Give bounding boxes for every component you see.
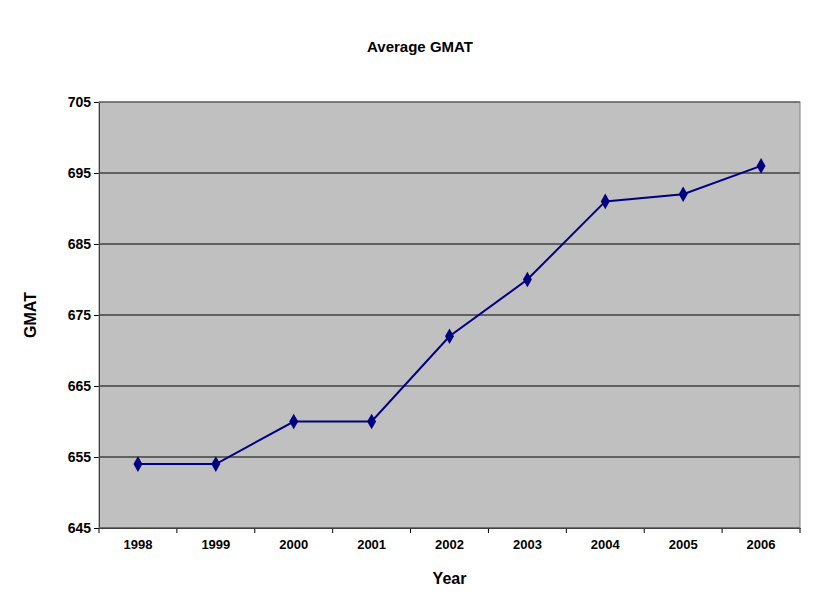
- y-tick: 655: [68, 449, 99, 465]
- plot-frame: [99, 102, 800, 528]
- x-boundary-ticks: [99, 528, 800, 533]
- x-tick-label: 2006: [747, 537, 776, 552]
- x-tick-label: 1998: [123, 537, 152, 552]
- y-tick-label: 665: [68, 378, 92, 394]
- x-tick: 2003: [513, 528, 542, 552]
- x-tick: 1998: [123, 528, 152, 552]
- marker: [367, 414, 376, 430]
- grid-line: [99, 457, 800, 458]
- y-tick-label: 705: [68, 94, 92, 110]
- marker: [679, 187, 688, 203]
- y-tick-label: 655: [68, 449, 92, 465]
- x-boundary-tick: [99, 528, 100, 533]
- marker: [211, 456, 220, 472]
- x-tick: 2006: [747, 528, 776, 552]
- y-tick-label: 695: [68, 165, 92, 181]
- x-tick-label: 2002: [435, 537, 464, 552]
- x-tick: 1999: [201, 528, 230, 552]
- grid-line: [99, 244, 800, 245]
- y-tick-label: 675: [68, 307, 92, 323]
- grid-line: [99, 173, 800, 174]
- marks: [133, 158, 765, 472]
- x-boundary-tick: [800, 528, 801, 533]
- y-tick-mark: [94, 457, 99, 458]
- y-tick: 645: [68, 520, 99, 536]
- grid: [99, 102, 800, 528]
- x-boundary-tick: [332, 528, 333, 533]
- y-tick: 665: [68, 378, 99, 394]
- y-tick: 705: [68, 94, 99, 110]
- y-tick-mark: [94, 244, 99, 245]
- series-line: [138, 166, 761, 464]
- y-tick: 675: [68, 307, 99, 323]
- x-axis: 1998 1999 2000 2001 2002 2003 2004 2005 2006: [99, 528, 801, 552]
- x-boundary-tick: [566, 528, 567, 533]
- x-boundary-tick: [176, 528, 177, 533]
- grid-line: [99, 386, 800, 387]
- x-tick: 2001: [357, 528, 386, 552]
- x-tick-label: 1999: [201, 537, 230, 552]
- x-axis-title: Year: [433, 570, 467, 587]
- x-boundary-tick: [254, 528, 255, 533]
- marker: [757, 158, 766, 174]
- x-tick-label: 2004: [591, 537, 621, 552]
- title: Average GMAT: [367, 38, 473, 55]
- y-tick-mark: [94, 528, 99, 529]
- plot-background: [99, 102, 800, 528]
- grid-line: [99, 315, 800, 316]
- x-tick: 2005: [669, 528, 698, 552]
- y-tick-label: 685: [68, 236, 92, 252]
- y-tick-label: 645: [68, 520, 92, 536]
- marker: [133, 456, 142, 472]
- y-tick-mark: [94, 386, 99, 387]
- y-tick: 685: [68, 236, 99, 252]
- y-axis: 645 655 665 675 685 695 705: [68, 94, 100, 536]
- marker: [445, 329, 454, 345]
- marker: [523, 272, 532, 288]
- y-tick: 695: [68, 165, 99, 181]
- x-tick: 2004: [591, 528, 621, 552]
- y-axis-title: GMAT: [22, 292, 39, 338]
- x-tick-label: 2000: [279, 537, 308, 552]
- y-tick-mark: [94, 173, 99, 174]
- x-tick: 2000: [279, 528, 308, 552]
- marker: [289, 414, 298, 430]
- x-tick: 2002: [435, 528, 464, 552]
- y-tick-mark: [94, 315, 99, 316]
- x-boundary-tick: [488, 528, 489, 533]
- marker: [601, 194, 610, 210]
- x-boundary-tick: [410, 528, 411, 533]
- x-tick-label: 2005: [669, 537, 698, 552]
- y-tick-mark: [94, 102, 99, 103]
- x-boundary-tick: [722, 528, 723, 533]
- x-tick-label: 2001: [357, 537, 386, 552]
- x-tick-label: 2003: [513, 537, 542, 552]
- chart: 645 655 665 675 685 695 705 1998 1999 2000 2001 200…: [0, 0, 840, 614]
- x-boundary-tick: [644, 528, 645, 533]
